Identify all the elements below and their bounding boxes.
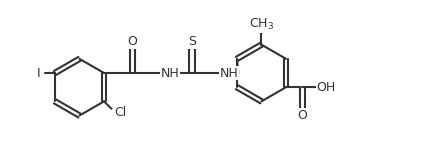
Text: O: O bbox=[297, 109, 307, 122]
Text: NH: NH bbox=[160, 67, 179, 79]
Text: CH$_3$: CH$_3$ bbox=[249, 17, 274, 32]
Text: Cl: Cl bbox=[114, 106, 127, 119]
Text: NH: NH bbox=[220, 67, 239, 79]
Text: I: I bbox=[37, 67, 40, 79]
Text: O: O bbox=[127, 35, 138, 48]
Text: OH: OH bbox=[317, 81, 336, 94]
Text: S: S bbox=[188, 35, 196, 48]
